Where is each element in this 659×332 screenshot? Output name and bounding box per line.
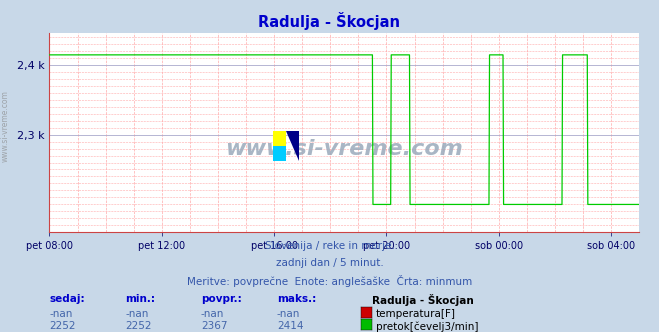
Bar [273,131,286,146]
Bar [273,146,286,161]
Text: Radulja - Škocjan: Radulja - Škocjan [258,12,401,30]
Text: 2252: 2252 [125,321,152,331]
Text: 2252: 2252 [49,321,76,331]
Text: -nan: -nan [49,309,72,319]
Polygon shape [286,131,299,161]
Text: pretok[čevelj3/min]: pretok[čevelj3/min] [376,321,478,332]
Text: Meritve: povprečne  Enote: anglešaške  Črta: minmum: Meritve: povprečne Enote: anglešaške Črt… [187,275,472,287]
Text: -nan: -nan [125,309,148,319]
Text: 2414: 2414 [277,321,303,331]
Text: min.:: min.: [125,294,156,304]
Text: temperatura[F]: temperatura[F] [376,309,455,319]
Text: www.si-vreme.com: www.si-vreme.com [225,139,463,159]
Text: maks.:: maks.: [277,294,316,304]
Text: -nan: -nan [201,309,224,319]
Text: sedaj:: sedaj: [49,294,85,304]
Text: www.si-vreme.com: www.si-vreme.com [1,90,10,162]
Text: Radulja - Škocjan: Radulja - Škocjan [372,294,474,306]
Text: -nan: -nan [277,309,300,319]
Text: povpr.:: povpr.: [201,294,242,304]
Text: zadnji dan / 5 minut.: zadnji dan / 5 minut. [275,258,384,268]
Text: Slovenija / reke in morje.: Slovenija / reke in morje. [264,241,395,251]
Text: 2367: 2367 [201,321,227,331]
